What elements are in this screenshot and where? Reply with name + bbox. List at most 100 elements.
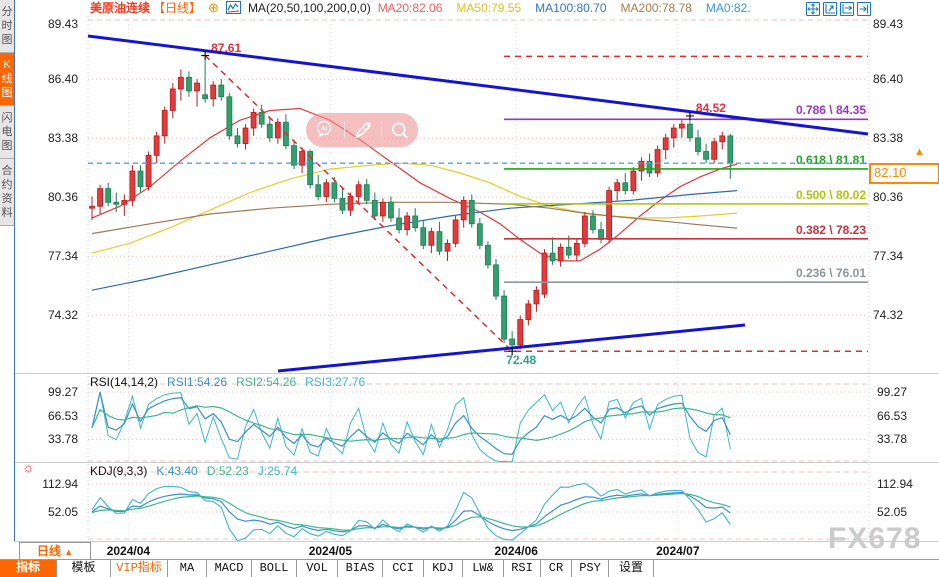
kdj-axis-label-left: 52.05 [47, 505, 78, 519]
sidebar-tab-1[interactable]: K线图 [0, 53, 14, 106]
kdj-values: K:43.40 D:52.23 J:25.74 [156, 464, 297, 478]
kdj-axis-label-right: 52.05 [877, 505, 908, 519]
price-annotation: 72.48 [506, 353, 537, 368]
month-label: 2024/06 [494, 544, 538, 558]
price-axis-label-left: 77.34 [47, 249, 78, 264]
fib-level-label: 0.786 \ 84.35 [795, 103, 866, 118]
kdj-axis-label-left: 112.94 [42, 477, 78, 491]
price-axis-label-right: 74.32 [873, 308, 904, 323]
search-button[interactable] [390, 121, 410, 140]
indicator-tab-bar: 指标 模板 VIP指标 MA MACD BOLL VOL BIAS CCI KDJ LW& RSI CR… [0, 559, 939, 577]
ai-assistant-button[interactable]: AI [314, 120, 336, 140]
toolbar-divider [381, 122, 382, 138]
watermark: FX678 [828, 522, 922, 555]
sidebar: 分时图 K线图 闪电图 合约资料 [0, 0, 15, 541]
indicator-value: J:25.74 [257, 464, 298, 478]
current-price-tag: 82.10 [869, 163, 939, 184]
kdj-title: KDJ(9,3,3) [90, 464, 148, 478]
rsi-axis-label-left: 99.27 [47, 385, 78, 399]
magic-pen-button[interactable] [353, 121, 373, 139]
indicator-tab-KDJ[interactable]: KDJ [424, 560, 463, 577]
fib-level-label: 0.500 \ 80.02 [795, 187, 866, 202]
month-label: 2024/05 [308, 544, 353, 558]
kline-chart-icon[interactable] [225, 1, 241, 14]
ma-value: MA20:82.06 [377, 0, 443, 15]
panel-divider [14, 462, 939, 463]
price-up-arrow-icon: ▲ [914, 146, 925, 158]
indicator-tab-MACD[interactable]: MACD [207, 560, 252, 577]
indicator-value: RSI2:54.26 [236, 375, 297, 389]
crosshair-icon[interactable] [806, 2, 820, 16]
ma-value: MA200:78.78 [620, 0, 692, 15]
month-label: 2024/07 [656, 544, 700, 558]
price-axis-label-left: 89.43 [47, 17, 78, 31]
rsi-axis-label-left: 33.78 [47, 432, 78, 447]
indicator-value: RSI3:27.76 [305, 375, 366, 389]
rsi-title: RSI(14,14,2) [90, 375, 159, 389]
period-selector-button[interactable]: 日线 ▲ [19, 542, 91, 560]
window-controls [806, 2, 871, 16]
indicator-tab-CCI[interactable]: CCI [383, 560, 424, 577]
indicator-value: RSI1:54.26 [167, 375, 228, 389]
svg-text:AI: AI [321, 126, 328, 133]
panel-divider [14, 541, 939, 542]
price-annotation: 84.52 [695, 100, 726, 115]
ma-value: MA0:82. [705, 0, 751, 15]
indicator-tab-VOL[interactable]: VOL [297, 560, 338, 577]
indicator-tab-MA[interactable]: MA [168, 560, 207, 577]
rsi-axis-label-right: 99.27 [877, 385, 908, 399]
month-label: 2024/04 [106, 544, 151, 558]
fib-level-label: 0.382 \ 78.23 [795, 222, 866, 237]
indicator-value: D:52.23 [206, 464, 249, 478]
ai-floating-toolbar: AI [306, 113, 418, 147]
chart-header: 美原油连续 【日线】 ⊕ MA(20,50,100,200,0,0) MA20:8… [90, 0, 751, 15]
indicator-tab-LW&[interactable]: LW& [463, 560, 504, 577]
kdj-axis-label-right: 112.94 [877, 477, 913, 491]
price-axis-label-right: 83.38 [873, 131, 904, 146]
indicator-tab-模板[interactable]: 模板 [57, 560, 111, 577]
indicator-tab-VIP指标[interactable]: VIP指标 [111, 560, 168, 577]
toolbar-divider [344, 122, 345, 138]
indicator-tab-指标[interactable]: 指标 [0, 560, 57, 577]
sidebar-tab-2[interactable]: 闪电图 [0, 106, 14, 159]
ma-values: MA20:82.06 MA50:79.55 MA100:80.70 MA200:78.… [378, 1, 751, 15]
kdj-header: KDJ(9,3,3) K:43.40 D:52.23 J:25.74 [90, 464, 297, 478]
axis-pan-icon[interactable] [840, 2, 854, 16]
price-axis-label-right: 89.43 [873, 17, 904, 31]
axis-zoom-icon[interactable] [823, 2, 837, 16]
screen-switch-icon[interactable] [857, 2, 871, 16]
ma-settings: MA(20,50,100,200,0,0) [247, 0, 371, 15]
rsi-axis-label-right: 66.53 [877, 408, 908, 423]
rsi-axis-label-left: 66.53 [47, 408, 78, 423]
indicator-value: K:43.40 [156, 464, 198, 478]
rsi-values: RSI1:54.26 RSI2:54.26 RSI3:27.76 [167, 375, 365, 389]
up-triangle-icon: ▲ [64, 547, 74, 557]
indicator-tab-设置[interactable]: 设置 [609, 560, 654, 577]
indicator-tab-BOLL[interactable]: BOLL [252, 560, 297, 577]
ma-value: MA50:79.55 [456, 0, 522, 15]
panel-divider [14, 373, 939, 374]
indicator-tab-CR[interactable]: CR [541, 560, 572, 577]
indicator-tab-PSY[interactable]: PSY [572, 560, 609, 577]
period-label: 【日线】 [153, 1, 202, 15]
price-axis-label-left: 83.38 [47, 131, 78, 146]
price-axis-label-left: 80.36 [47, 190, 78, 205]
price-axis-label-right: 86.40 [873, 72, 904, 87]
rsi-axis-label-right: 33.78 [877, 432, 908, 447]
price-axis-label-right: 80.36 [873, 190, 904, 205]
indicator-tab-BIAS[interactable]: BIAS [338, 560, 383, 577]
symbol-name: 美原油连续 [90, 1, 151, 15]
fib-level-label: 0.236 \ 76.01 [795, 266, 866, 281]
indicator-settings-icon[interactable]: ☼ [22, 459, 35, 475]
price-axis-label-left: 74.32 [47, 308, 78, 323]
sidebar-tab-0[interactable]: 分时图 [0, 0, 14, 53]
ma-value: MA100:80.70 [535, 0, 607, 15]
rsi-header: RSI(14,14,2) RSI1:54.26 RSI2:54.26 RSI3:27… [90, 375, 365, 389]
add-indicator-icon[interactable]: ⊕ [208, 0, 219, 15]
price-axis-label-left: 86.40 [47, 72, 78, 87]
indicator-tab-RSI[interactable]: RSI [504, 560, 541, 577]
price-axis-label-right: 77.34 [873, 249, 904, 264]
sidebar-tab-3[interactable]: 合约资料 [0, 159, 14, 226]
